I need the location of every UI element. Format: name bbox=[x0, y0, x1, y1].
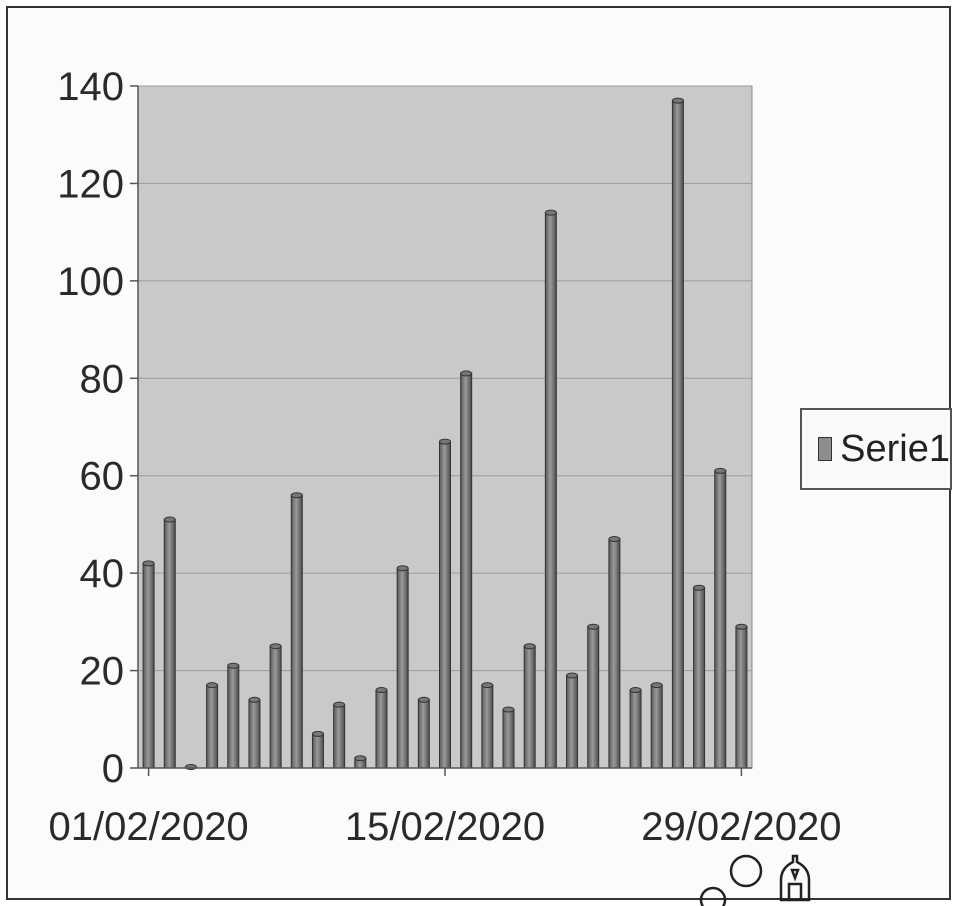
y-tick-label: 40 bbox=[80, 552, 125, 596]
x-tick-label: 29/02/2020 bbox=[641, 805, 841, 849]
bar bbox=[227, 665, 240, 769]
legend-label: Serie1 bbox=[840, 427, 950, 470]
bar bbox=[523, 645, 536, 769]
bar-cap bbox=[460, 370, 473, 377]
bar-cap bbox=[142, 560, 155, 567]
bar bbox=[163, 519, 176, 769]
bar bbox=[629, 689, 642, 769]
bar-cap bbox=[523, 643, 536, 650]
bar-cap bbox=[354, 755, 367, 762]
bar-cap bbox=[375, 687, 388, 694]
bar bbox=[608, 538, 621, 769]
bar-cap bbox=[629, 687, 642, 694]
bar-cap bbox=[311, 730, 324, 737]
bar-cap bbox=[206, 682, 219, 689]
bar bbox=[375, 689, 388, 769]
y-tick-label: 80 bbox=[80, 357, 125, 401]
bar bbox=[544, 212, 557, 769]
bar bbox=[290, 494, 303, 769]
x-tick-label: 15/02/2020 bbox=[345, 805, 545, 849]
bar-cap bbox=[269, 643, 282, 650]
bar bbox=[417, 699, 430, 769]
bar bbox=[439, 441, 451, 769]
y-tick-label: 100 bbox=[57, 260, 124, 304]
bar-cap bbox=[481, 682, 494, 689]
bar bbox=[566, 674, 579, 769]
y-tick-label: 60 bbox=[80, 455, 125, 499]
bar-cap bbox=[693, 584, 706, 591]
bar-cap bbox=[714, 467, 727, 474]
bar bbox=[333, 704, 346, 769]
bar-cap bbox=[650, 682, 663, 689]
bar-cap bbox=[671, 97, 684, 104]
y-tick-label: 120 bbox=[57, 162, 124, 206]
bar-cap bbox=[163, 516, 176, 523]
bar-cap bbox=[502, 706, 515, 713]
bar bbox=[248, 699, 261, 769]
bar bbox=[481, 684, 494, 769]
bar bbox=[206, 684, 219, 769]
bar-cap bbox=[290, 492, 303, 499]
y-tick-label: 20 bbox=[80, 650, 125, 694]
y-axis: 0 20 40 60 80 100 120 140 bbox=[57, 65, 139, 791]
bar bbox=[650, 684, 663, 769]
bar bbox=[269, 645, 282, 769]
bar-cap bbox=[608, 536, 621, 543]
bar bbox=[460, 372, 473, 769]
bar bbox=[142, 562, 155, 769]
bar-cap bbox=[566, 672, 579, 679]
bar-cap bbox=[439, 438, 451, 445]
bar bbox=[502, 709, 515, 769]
bar-cap bbox=[544, 209, 557, 216]
bar-cap bbox=[587, 623, 600, 630]
bar-cap bbox=[735, 623, 748, 630]
y-tick-label: 140 bbox=[57, 65, 124, 109]
bar bbox=[396, 567, 409, 769]
bar-cap bbox=[396, 565, 409, 572]
bar bbox=[311, 733, 324, 769]
bar-cap bbox=[333, 701, 346, 708]
x-axis: 01/02/2020 15/02/2020 29/02/2020 bbox=[48, 767, 842, 849]
bar bbox=[714, 470, 727, 769]
bar-cap bbox=[248, 696, 261, 703]
y-tick-label: 0 bbox=[102, 747, 124, 791]
x-tick-label: 01/02/2020 bbox=[48, 805, 248, 849]
bar bbox=[693, 587, 706, 769]
legend-swatch bbox=[818, 437, 833, 461]
bar bbox=[671, 100, 684, 769]
legend: Serie1 bbox=[800, 408, 952, 490]
bar bbox=[587, 626, 600, 769]
bar bbox=[735, 626, 748, 769]
bar-cap bbox=[417, 696, 430, 703]
bar-cap bbox=[227, 662, 240, 669]
